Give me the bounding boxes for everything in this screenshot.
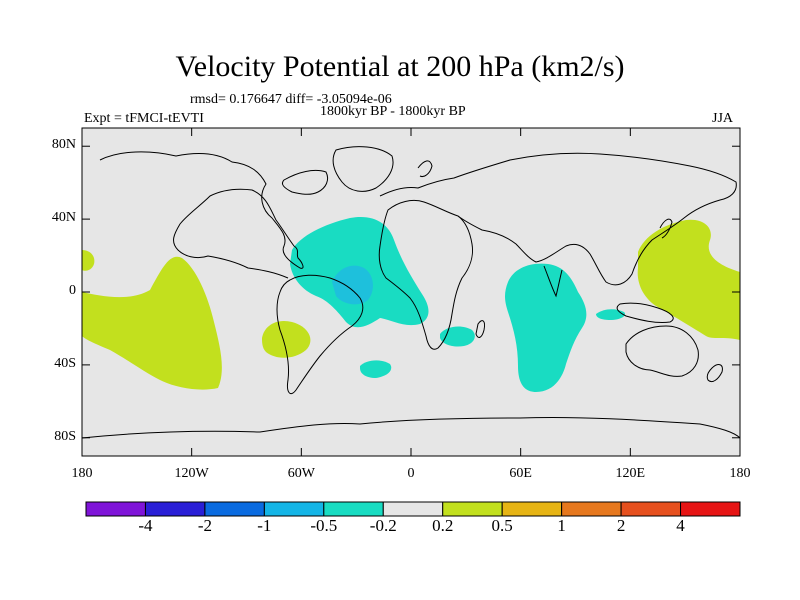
colorbar-segment	[85, 501, 146, 517]
axis-ticks	[81, 128, 741, 456]
colorbar-segment	[144, 501, 206, 517]
colorbar-segment	[263, 501, 325, 517]
hudson-bay-coast	[281, 169, 329, 195]
colorbar-segment	[382, 501, 444, 517]
colorbar-segment	[620, 501, 682, 517]
lon-label: 180	[71, 466, 93, 481]
scandinavia-coast	[417, 160, 433, 177]
lon-label: 60E	[509, 466, 532, 481]
lon-label: 0	[407, 466, 415, 481]
colorbar-label: 0.2	[432, 516, 454, 535]
lat-label: 0	[69, 283, 76, 298]
negative-anomaly-regions	[290, 216, 626, 392]
japan-coast	[659, 218, 673, 239]
north-america-coast	[99, 151, 304, 279]
colorbar	[85, 501, 741, 517]
lat-label: 40S	[54, 355, 76, 371]
coastlines	[82, 146, 740, 439]
colorbar-segment	[204, 501, 265, 517]
period-label: 1800kyr BP - 1800kyr BP	[320, 104, 466, 119]
greenland-coast	[332, 146, 394, 192]
colorbar-label: 2	[616, 516, 626, 535]
south-africa-negative-region	[440, 326, 475, 347]
indian-ocean-negative-region	[505, 263, 587, 392]
south-atlantic-negative-region	[360, 360, 392, 378]
antarctica-coast	[82, 416, 740, 439]
atlantic-core-negative-region	[332, 265, 373, 305]
season-label: JJA	[712, 111, 734, 126]
east-pacific-positive-region	[82, 256, 222, 390]
colorbar-label: 4	[676, 516, 685, 535]
colorbar-label: -0.5	[310, 516, 338, 535]
south-america-coast	[276, 274, 364, 395]
africa-coast	[378, 199, 473, 350]
lon-label: 120E	[615, 466, 646, 481]
colorbar-segment	[561, 501, 622, 517]
colorbar-label: 1	[557, 516, 566, 535]
chart-title: Velocity Potential at 200 hPa (km2/s)	[175, 50, 625, 83]
lon-label: 120W	[174, 466, 209, 481]
lon-label: 60W	[287, 466, 315, 481]
colorbar-segment	[680, 501, 741, 517]
dateline-north-positive-region	[82, 250, 95, 271]
maritime-continent-coast	[616, 302, 674, 323]
australia-coast	[625, 325, 699, 377]
stats-line: rmsd= 0.176647 diff= -3.05094e-06	[190, 92, 392, 107]
colorbar-label: -1	[257, 516, 272, 535]
colorbar-label: -0.2	[369, 516, 397, 535]
lat-label: 80N	[51, 137, 76, 153]
new-zealand-coast	[706, 364, 723, 383]
colorbar-label: -4	[138, 516, 153, 535]
experiment-label: Expt = tFMCI-tEVTI	[84, 111, 204, 126]
colorbar-label: -2	[197, 516, 212, 535]
madagascar-coast	[475, 320, 485, 338]
colorbar-segment	[501, 501, 563, 517]
south-america-positive-region	[262, 320, 311, 358]
lon-label: 180	[729, 466, 751, 481]
colorbar-label: 0.5	[491, 516, 513, 535]
maritime-negative-region	[596, 309, 626, 320]
lat-label: 80S	[54, 428, 76, 444]
lat-label: 40N	[51, 210, 76, 226]
india-coast	[543, 265, 563, 298]
eurasia-coast	[379, 152, 737, 286]
colorbar-segment	[323, 501, 384, 517]
colorbar-segment	[442, 501, 503, 517]
